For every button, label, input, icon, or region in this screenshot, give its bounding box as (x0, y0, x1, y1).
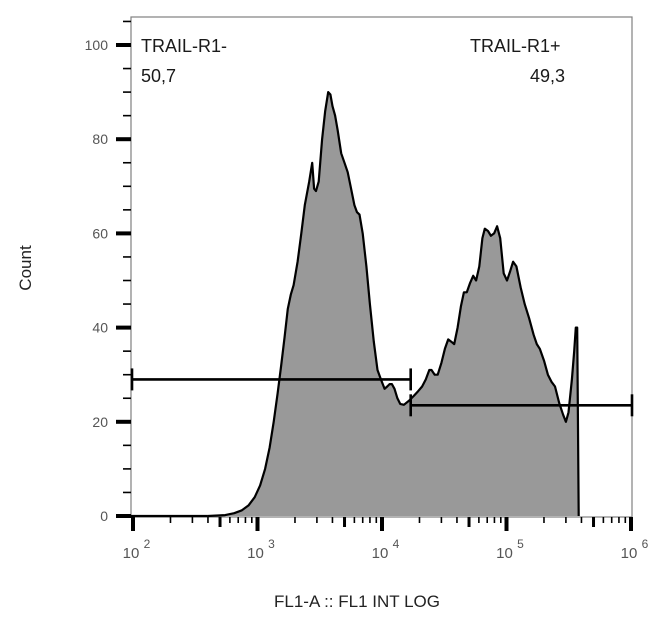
x-tick-exponent: 3 (268, 537, 275, 551)
histogram-fill (208, 92, 579, 516)
x-tick-label: 10 (247, 545, 264, 562)
histogram-area (131, 91, 580, 518)
gate-left-percent: 50,7 (141, 66, 177, 86)
y-tick-label: 100 (85, 37, 109, 53)
x-tick-label: 10 (621, 545, 638, 562)
x-axis-title: FL1-A :: FL1 INT LOG (274, 592, 440, 611)
x-tick-label: 10 (123, 545, 140, 562)
histogram-outline (207, 91, 580, 518)
x-tick-exponent: 5 (517, 537, 524, 551)
gate-left-label: TRAIL-R1- (141, 36, 228, 56)
gate-markers (130, 368, 634, 417)
y-axis-title: Count (16, 245, 35, 291)
y-tick-label: 60 (92, 225, 108, 241)
x-tick-label: 10 (496, 545, 513, 562)
y-tick-label: 80 (92, 131, 108, 147)
y-tick-label: 40 (92, 320, 108, 336)
y-axis: 0 20 40 60 80 100 (85, 20, 131, 524)
gate-trail-r1-negative (130, 368, 412, 391)
gate-right-label: TRAIL-R1+ (470, 36, 561, 56)
gate-trail-r1-positive (409, 394, 634, 417)
x-axis: 10 2 10 3 10 4 10 5 10 6 (116, 514, 649, 562)
x-tick-exponent: 6 (642, 537, 649, 551)
y-tick-label: 20 (92, 414, 108, 430)
gate-right-percent: 49,3 (530, 66, 566, 86)
y-tick-label: 0 (100, 508, 108, 524)
x-tick-exponent: 4 (393, 537, 400, 551)
x-tick-label: 10 (372, 545, 389, 562)
x-tick-exponent: 2 (144, 537, 151, 551)
